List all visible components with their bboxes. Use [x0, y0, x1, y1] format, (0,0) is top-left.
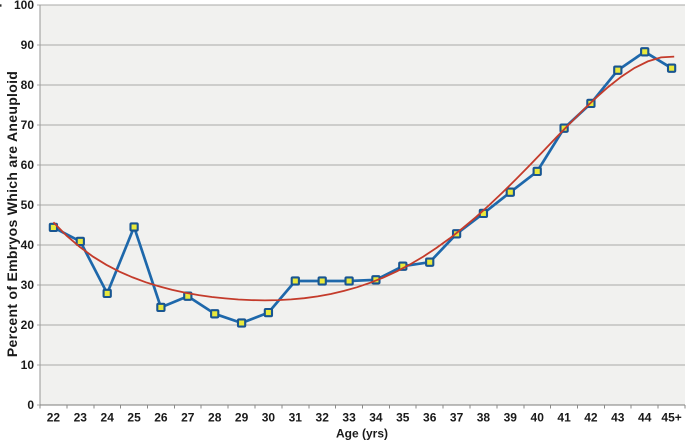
svg-text:40: 40 — [21, 238, 35, 252]
svg-text:32: 32 — [316, 411, 330, 425]
svg-text:45+: 45+ — [661, 411, 681, 425]
svg-text:22: 22 — [47, 411, 61, 425]
svg-text:50: 50 — [21, 198, 35, 212]
svg-text:27: 27 — [181, 411, 195, 425]
svg-text:39: 39 — [504, 411, 518, 425]
svg-text:60: 60 — [21, 158, 35, 172]
svg-text:31: 31 — [289, 411, 303, 425]
svg-text:30: 30 — [21, 278, 35, 292]
svg-text:30: 30 — [262, 411, 276, 425]
svg-text:41: 41 — [557, 411, 571, 425]
svg-text:37: 37 — [450, 411, 464, 425]
svg-text:70: 70 — [21, 118, 35, 132]
svg-text:Age (yrs): Age (yrs) — [336, 427, 388, 441]
svg-text:29: 29 — [235, 411, 249, 425]
svg-text:24: 24 — [101, 411, 115, 425]
svg-text:23: 23 — [74, 411, 88, 425]
svg-text:35: 35 — [396, 411, 410, 425]
svg-text:44: 44 — [638, 411, 652, 425]
svg-text:0: 0 — [27, 398, 34, 412]
svg-text:Percent of Embryos Which are A: Percent of Embryos Which are Aneuploid — [4, 71, 20, 357]
svg-text:80: 80 — [21, 78, 35, 92]
svg-text:90: 90 — [21, 38, 35, 52]
svg-text:42: 42 — [584, 411, 598, 425]
svg-text:26: 26 — [154, 411, 168, 425]
svg-text:28: 28 — [208, 411, 222, 425]
svg-text:34: 34 — [369, 411, 383, 425]
svg-text:100: 100 — [14, 0, 34, 12]
svg-text:38: 38 — [477, 411, 491, 425]
svg-text:40: 40 — [531, 411, 545, 425]
svg-text:20: 20 — [21, 318, 35, 332]
svg-text:43: 43 — [611, 411, 625, 425]
svg-text:33: 33 — [342, 411, 356, 425]
svg-text:10: 10 — [21, 358, 35, 372]
svg-text:25: 25 — [127, 411, 141, 425]
svg-text:36: 36 — [423, 411, 437, 425]
